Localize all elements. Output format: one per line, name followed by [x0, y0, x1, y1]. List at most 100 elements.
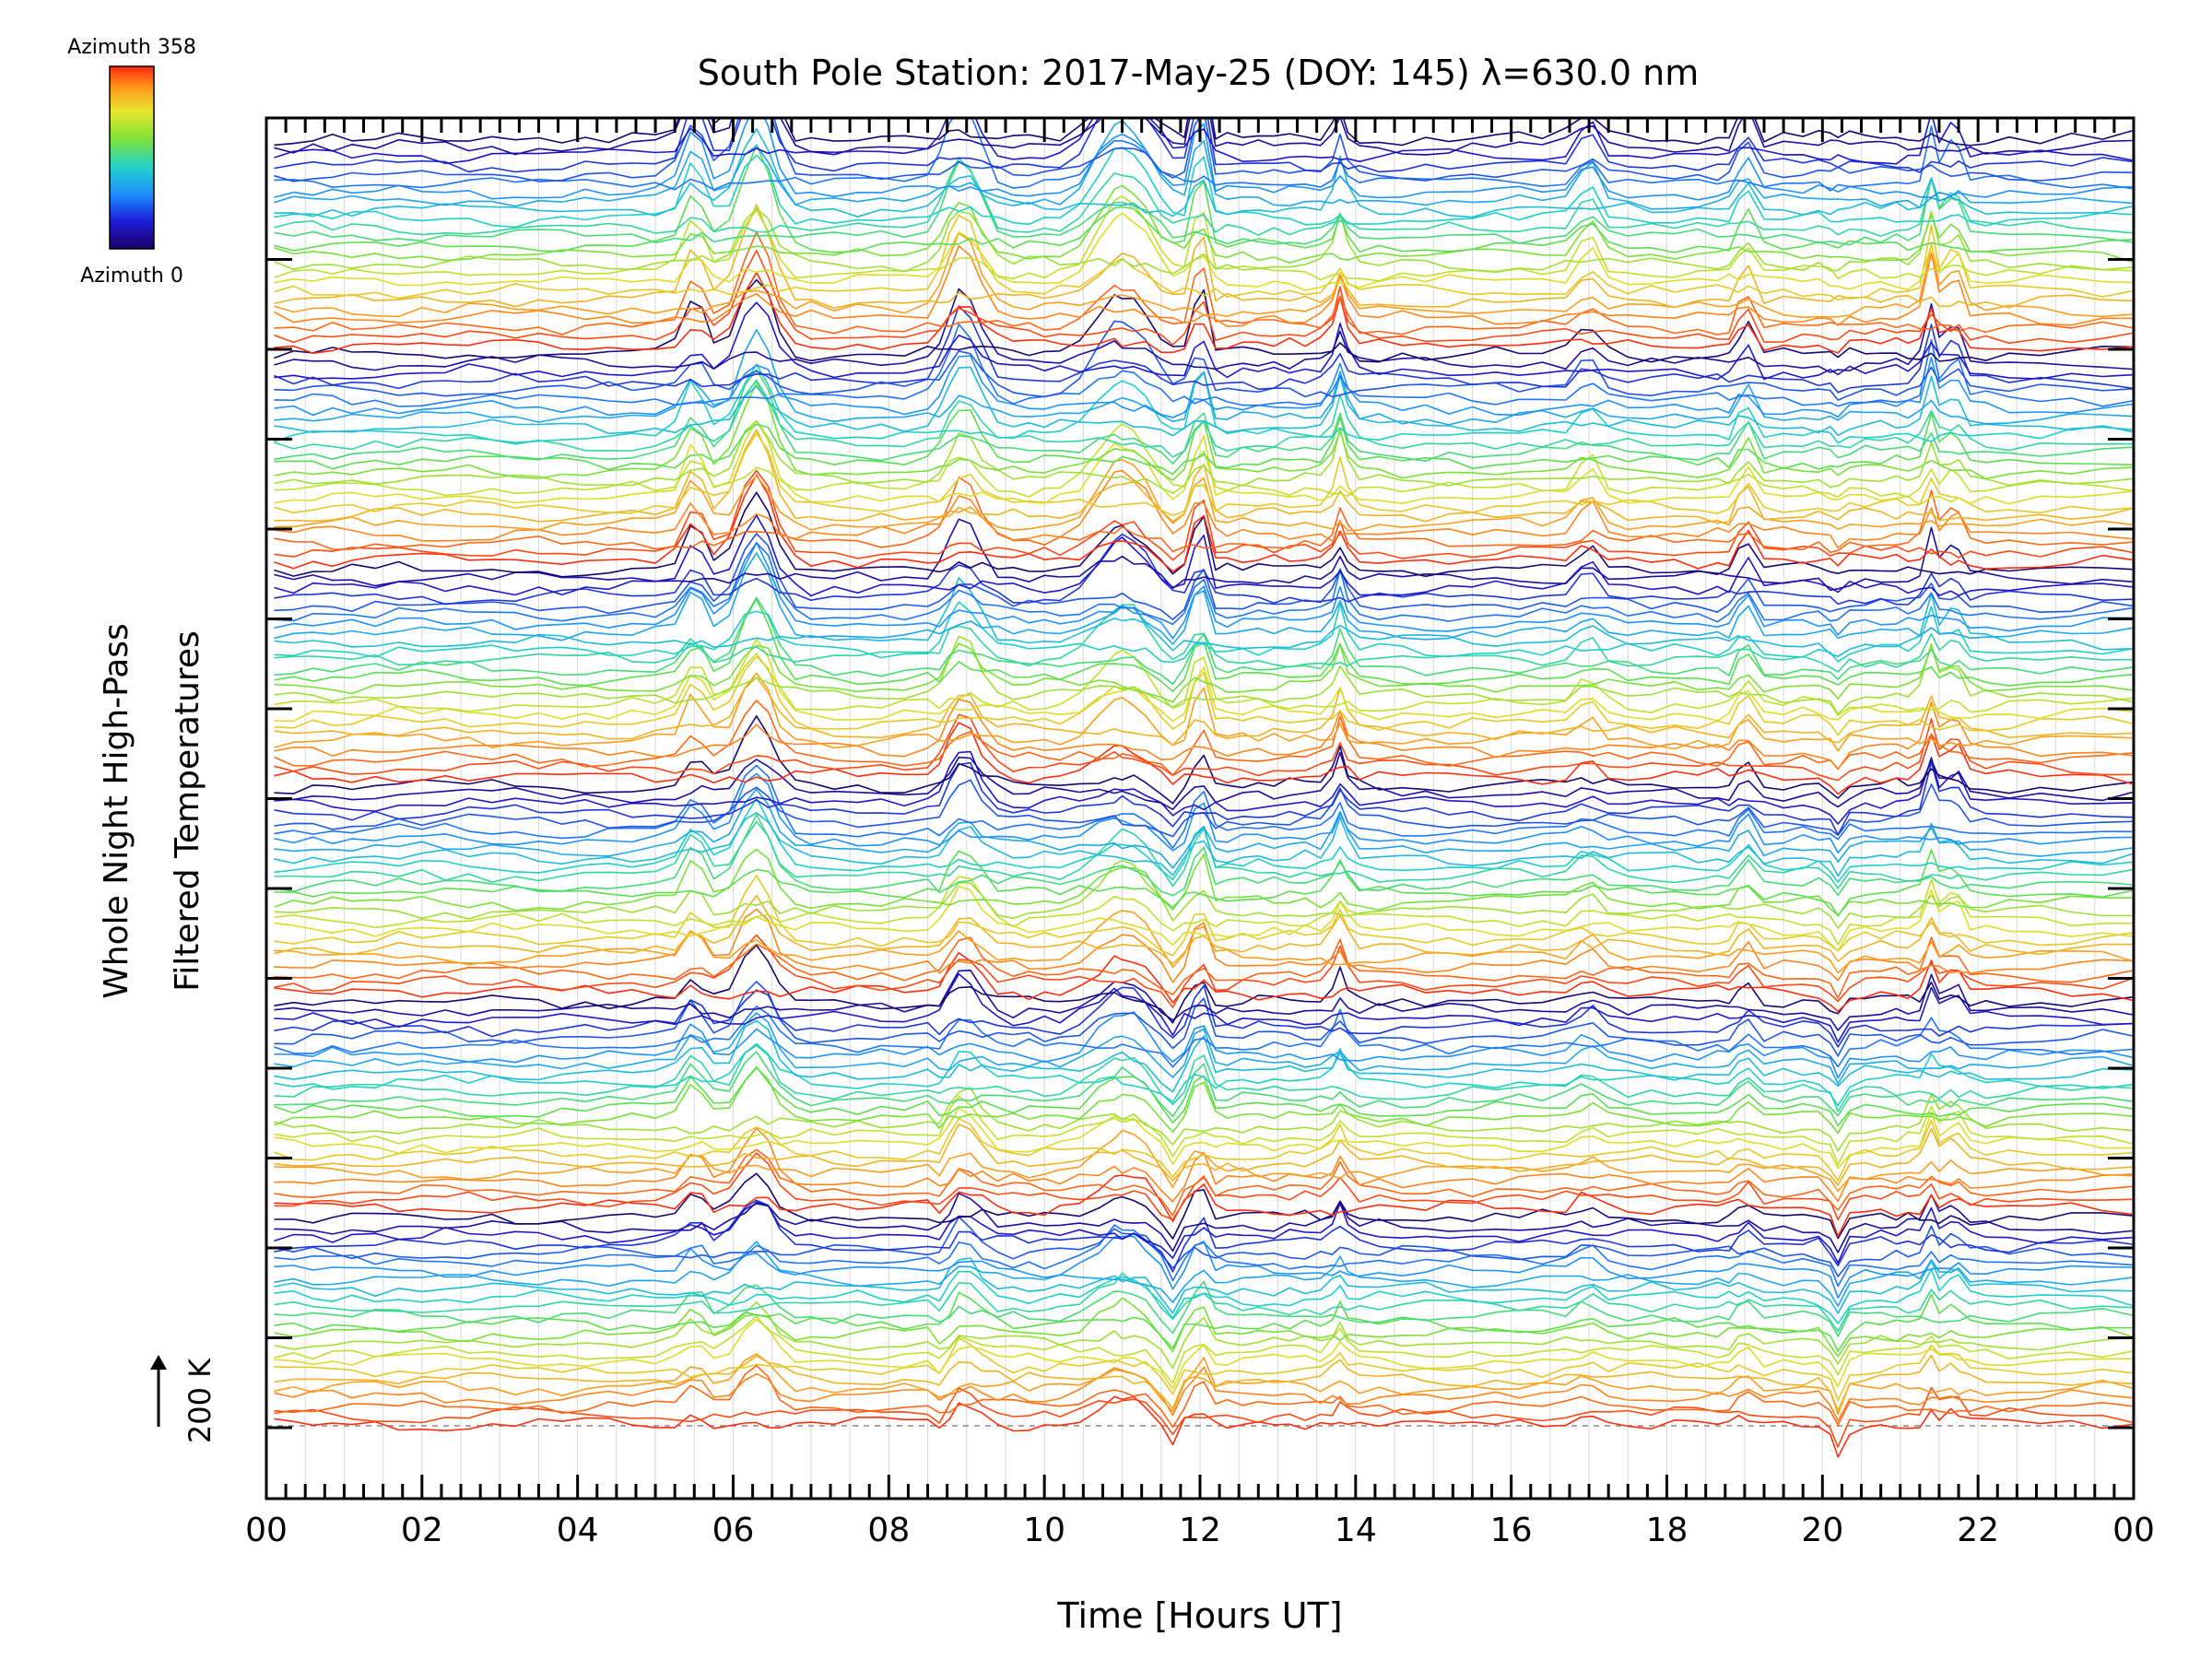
series-line: [274, 1354, 2133, 1412]
x-tick-label: 22: [1957, 1512, 1999, 1549]
series-line: [274, 305, 2133, 394]
series-line: [274, 542, 2133, 626]
colorbar: Azimuth 358 Azimuth 0: [67, 36, 196, 288]
x-tick-label: 18: [1646, 1512, 1688, 1549]
series-line: [274, 1172, 2133, 1240]
plot-frame: [265, 116, 2136, 1500]
x-tick-label: 12: [1179, 1512, 1221, 1549]
series-line: [274, 207, 2133, 275]
series-line: [274, 288, 2133, 373]
series-line: [274, 936, 2133, 999]
series-line: [274, 514, 2133, 597]
x-tick-label: 06: [712, 1512, 755, 1549]
series-line: [274, 232, 2133, 319]
series-line: [274, 271, 2133, 355]
colorbar-bottom-label: Azimuth 0: [80, 265, 183, 288]
series-line: [274, 128, 2133, 218]
series-line: [274, 147, 2133, 229]
series-line: [274, 1012, 2133, 1085]
series-line: [274, 598, 2133, 693]
series-line: [274, 1241, 2133, 1307]
series-line: [274, 1193, 2133, 1253]
series-line: [274, 118, 2133, 147]
series-line: [274, 714, 2133, 805]
series-line: [274, 422, 2133, 499]
series-line: [274, 1107, 2133, 1170]
x-tick-labels: 00 02 04 06 08 10 12 14 16 18 20 22 00: [245, 1512, 2155, 1549]
series-line: [274, 1042, 2133, 1107]
series-line: [274, 157, 2133, 238]
series-line: [274, 204, 2133, 310]
x-axis-label: Time [Hours UT]: [1056, 1595, 1342, 1636]
series-line: [274, 419, 2133, 494]
series-line: [274, 812, 2133, 877]
series-line: [274, 1044, 2133, 1112]
series-line: [274, 1118, 2133, 1182]
x-tick-label: 08: [867, 1512, 910, 1549]
series-line: [274, 655, 2133, 736]
series-lines: [266, 118, 2134, 1458]
series-line: [274, 876, 2133, 946]
series-line: [274, 533, 2133, 621]
series-line: [274, 642, 2133, 703]
series-line: [274, 1124, 2133, 1186]
series-line: [274, 944, 2133, 1024]
series-line: [274, 722, 2133, 795]
series-line: [274, 984, 2133, 1048]
series-line: [274, 518, 2133, 592]
series-line: [274, 894, 2133, 965]
series-line: [274, 875, 2133, 957]
series-line: [274, 366, 2133, 437]
series-line: [274, 761, 2133, 836]
series-line: [274, 1257, 2133, 1314]
series-line: [274, 301, 2133, 381]
series-line: [274, 750, 2133, 825]
series-line: [274, 184, 2133, 264]
series-line: [274, 541, 2133, 640]
series-line: [274, 552, 2133, 645]
axis-ticks: [265, 118, 2136, 1499]
chart-title: South Pole Station: 2017-May-25 (DOY: 14…: [698, 53, 1699, 93]
series-line: [274, 859, 2133, 929]
x-tick-label: 02: [401, 1512, 443, 1549]
series-line: [274, 1300, 2133, 1370]
series-line: [274, 1095, 2133, 1166]
series-line: [274, 1224, 2133, 1288]
series-line: [274, 1319, 2133, 1390]
series-line: [274, 469, 2133, 561]
series-line: [274, 814, 2133, 897]
series-line: [274, 772, 2133, 854]
series-line: [274, 160, 2133, 246]
series-line: [274, 118, 2133, 165]
series-line: [274, 1174, 2133, 1238]
series-line: [274, 797, 2133, 883]
series-line: [274, 577, 2133, 658]
series-line: [274, 1127, 2133, 1203]
series-line: [274, 1272, 2133, 1333]
series-line: [274, 118, 2133, 173]
series-line: [274, 320, 2133, 401]
series-line: [274, 363, 2133, 444]
series-line: [274, 1051, 2133, 1118]
series-line: [274, 1129, 2133, 1193]
series-line: [274, 118, 2133, 192]
series-line: [274, 1386, 2133, 1448]
series-line: [274, 214, 2133, 301]
series-line: [274, 194, 2133, 282]
series-line: [274, 477, 2133, 554]
series-line: [274, 244, 2133, 327]
series-line: [274, 849, 2133, 917]
scale-bar-label: 200 K: [182, 1358, 218, 1443]
x-tick-label: 04: [557, 1512, 599, 1549]
series-line: [274, 491, 2133, 578]
y-axis-label-line2: Filtered Temperatures: [169, 630, 206, 992]
series-line: [274, 1087, 2133, 1152]
series-line: [274, 1291, 2133, 1352]
series-line: [274, 751, 2133, 811]
series-line: [274, 429, 2133, 524]
series-line: [274, 649, 2133, 716]
x-tick-label: 00: [245, 1512, 288, 1549]
y-axis-label-line1: Whole Night High-Pass: [98, 623, 135, 999]
scale-bar: 200 K: [150, 1355, 218, 1443]
